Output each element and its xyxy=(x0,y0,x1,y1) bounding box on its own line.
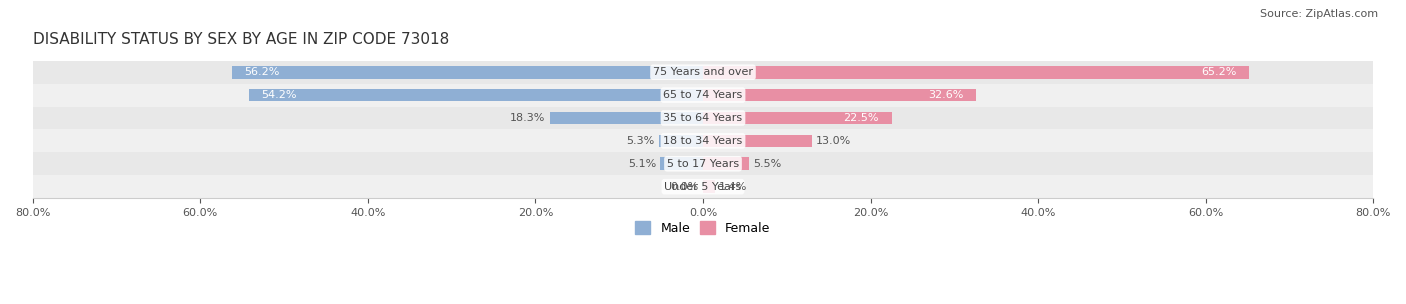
Text: 18 to 34 Years: 18 to 34 Years xyxy=(664,136,742,146)
Bar xyxy=(703,135,811,147)
Bar xyxy=(703,89,976,102)
Bar xyxy=(32,84,1374,107)
Text: Under 5 Years: Under 5 Years xyxy=(665,182,741,192)
Bar xyxy=(32,61,1374,84)
Text: 0.0%: 0.0% xyxy=(671,182,699,192)
Text: 5.3%: 5.3% xyxy=(626,136,654,146)
Bar xyxy=(703,157,749,170)
Text: 35 to 64 Years: 35 to 64 Years xyxy=(664,113,742,123)
Text: 5 to 17 Years: 5 to 17 Years xyxy=(666,159,740,169)
Bar xyxy=(232,66,703,78)
Text: 18.3%: 18.3% xyxy=(510,113,546,123)
Text: 5.1%: 5.1% xyxy=(628,159,657,169)
Bar xyxy=(661,157,703,170)
Bar xyxy=(658,135,703,147)
Text: 65 to 74 Years: 65 to 74 Years xyxy=(664,90,742,100)
Text: 22.5%: 22.5% xyxy=(844,113,879,123)
Bar xyxy=(703,112,891,124)
Bar xyxy=(703,180,714,193)
Bar xyxy=(32,152,1374,175)
Text: DISABILITY STATUS BY SEX BY AGE IN ZIP CODE 73018: DISABILITY STATUS BY SEX BY AGE IN ZIP C… xyxy=(32,32,449,47)
Text: 75 Years and over: 75 Years and over xyxy=(652,67,754,77)
Text: 54.2%: 54.2% xyxy=(262,90,297,100)
Text: 32.6%: 32.6% xyxy=(928,90,963,100)
Text: 13.0%: 13.0% xyxy=(815,136,852,146)
Legend: Male, Female: Male, Female xyxy=(630,216,776,240)
Text: 65.2%: 65.2% xyxy=(1201,67,1237,77)
Bar xyxy=(550,112,703,124)
Text: 56.2%: 56.2% xyxy=(245,67,280,77)
Bar xyxy=(32,130,1374,152)
Bar xyxy=(703,66,1250,78)
Text: Source: ZipAtlas.com: Source: ZipAtlas.com xyxy=(1260,9,1378,19)
Bar xyxy=(249,89,703,102)
Bar xyxy=(32,175,1374,198)
Text: 5.5%: 5.5% xyxy=(754,159,782,169)
Bar xyxy=(32,107,1374,130)
Text: 1.4%: 1.4% xyxy=(718,182,748,192)
